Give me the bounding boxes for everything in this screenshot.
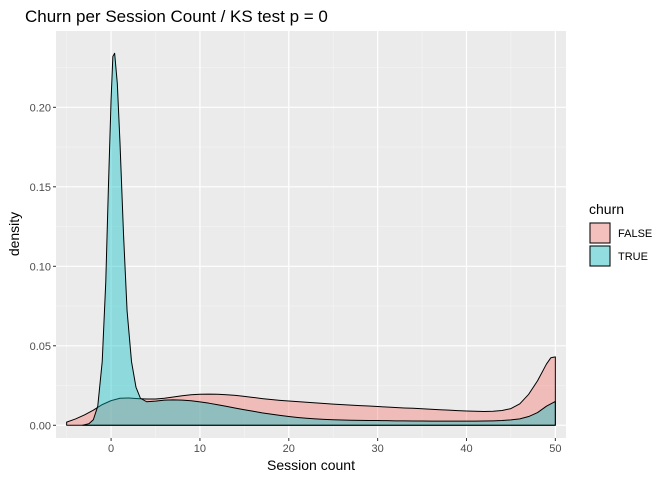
density-area-true bbox=[82, 52, 556, 426]
x-axis: 0 10 20 30 40 50 bbox=[108, 438, 561, 455]
legend-swatch-false bbox=[589, 222, 611, 244]
density-area-false bbox=[66, 356, 556, 426]
x-tick-label: 0 bbox=[108, 443, 114, 455]
y-axis: 0.00 0.05 0.10 0.15 0.20 bbox=[30, 102, 56, 432]
legend-title: churn bbox=[589, 201, 624, 217]
legend-item-true: TRUE bbox=[589, 245, 648, 267]
legend-key-bg bbox=[589, 222, 611, 244]
plot-panel bbox=[56, 31, 566, 438]
legend-label: FALSE bbox=[618, 228, 652, 240]
legend-key-bg bbox=[589, 245, 611, 267]
density-series bbox=[66, 52, 556, 426]
y-tick-label: 0.20 bbox=[30, 102, 51, 114]
minor-gridlines bbox=[56, 31, 566, 438]
x-tick-label: 40 bbox=[460, 443, 472, 455]
x-axis-title: Session count bbox=[267, 457, 355, 473]
y-axis-title: density bbox=[6, 212, 22, 256]
y-tick-label: 0.00 bbox=[30, 420, 51, 432]
legend-items: FALSE TRUE bbox=[589, 222, 652, 267]
chart-title: Churn per Session Count / KS test p = 0 bbox=[25, 7, 328, 26]
x-tick-label: 10 bbox=[194, 443, 206, 455]
y-tick-label: 0.15 bbox=[30, 182, 51, 194]
legend: churn FALSE TRUE bbox=[589, 201, 652, 267]
legend-swatch-true bbox=[589, 245, 611, 267]
legend-item-false: FALSE bbox=[589, 222, 652, 244]
legend-label: TRUE bbox=[618, 251, 648, 263]
y-tick-label: 0.05 bbox=[30, 341, 51, 353]
x-tick-label: 30 bbox=[372, 443, 384, 455]
x-tick-label: 20 bbox=[283, 443, 295, 455]
y-tick-label: 0.10 bbox=[30, 261, 51, 273]
x-tick-label: 50 bbox=[549, 443, 561, 455]
